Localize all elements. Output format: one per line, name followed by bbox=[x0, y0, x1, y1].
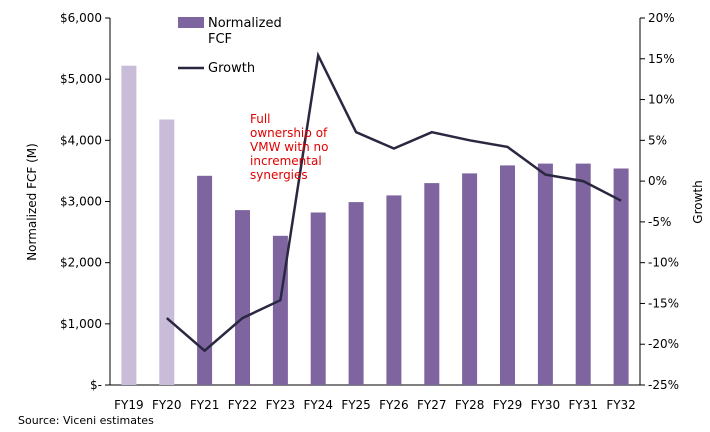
right-tick-label: 5% bbox=[648, 133, 667, 147]
bar-fy22 bbox=[235, 210, 250, 385]
x-tick-label-fy23: FY23 bbox=[266, 398, 296, 412]
left-tick-label: $2,000 bbox=[60, 256, 102, 270]
legend: Normalized FCF Growth bbox=[178, 16, 282, 76]
x-tick-label-fy22: FY22 bbox=[228, 398, 258, 412]
left-tick-label: $5,000 bbox=[60, 72, 102, 86]
annotation-line: incremental bbox=[250, 154, 322, 168]
right-axis-title: Growth bbox=[691, 180, 705, 223]
bar-fy21 bbox=[197, 175, 213, 385]
left-tick-label: $1,000 bbox=[60, 317, 102, 331]
bar-fy24 bbox=[310, 212, 326, 385]
annotation-line: VMW with no bbox=[250, 140, 328, 154]
x-tick-label-fy24: FY24 bbox=[303, 398, 333, 412]
x-tick-label-fy29: FY29 bbox=[493, 398, 523, 412]
bar-fy30 bbox=[537, 163, 553, 385]
right-tick-label: -10% bbox=[648, 256, 679, 270]
bar-fy32 bbox=[613, 168, 629, 385]
growth-line-series bbox=[165, 51, 622, 353]
x-tick-label-fy31: FY31 bbox=[568, 398, 598, 412]
bar-fy29 bbox=[500, 165, 515, 385]
left-tick-label: $- bbox=[90, 378, 102, 392]
annotation-line: Full bbox=[250, 112, 271, 126]
bar-fy20 bbox=[159, 119, 175, 385]
bar-fy19 bbox=[121, 65, 137, 385]
bar-fy28 bbox=[462, 173, 478, 385]
right-tick-label: 20% bbox=[648, 11, 675, 25]
x-tick-label-fy28: FY28 bbox=[455, 398, 485, 412]
x-tick-label-fy20: FY20 bbox=[152, 398, 182, 412]
x-tick-label-fy32: FY32 bbox=[606, 398, 636, 412]
left-axis-title: Normalized FCF (M) bbox=[25, 143, 39, 261]
annotation-line: ownership of bbox=[250, 126, 328, 140]
x-tick-labels: FY19 FY20 FY21 FY22 FY23 FY24 FY25 FY26 FY27 FY28… bbox=[114, 398, 636, 412]
x-tick-label-fy27: FY27 bbox=[417, 398, 447, 412]
bar-fy25 bbox=[348, 202, 364, 385]
right-tick-label: -15% bbox=[648, 296, 679, 310]
right-tick-labels: 20% 15% 10% 5% 0% -5% -10% -15% -20% -25% bbox=[640, 11, 679, 392]
legend-label-growth: Growth bbox=[208, 61, 255, 76]
x-tick-label-fy25: FY25 bbox=[341, 398, 371, 412]
right-tick-label: 10% bbox=[648, 93, 675, 107]
bar-fy27 bbox=[424, 183, 440, 385]
annotation-line: synergies bbox=[250, 168, 308, 182]
bar-fy26 bbox=[386, 195, 402, 385]
left-tick-label: $6,000 bbox=[60, 11, 102, 25]
right-tick-label: -5% bbox=[648, 215, 671, 229]
x-tick-label-fy26: FY26 bbox=[379, 398, 409, 412]
right-tick-label: -20% bbox=[648, 337, 679, 351]
left-tick-labels: $6,000 $5,000 $4,000 $3,000 $2,000 $1,000 $- bbox=[60, 11, 110, 392]
right-tick-label: 15% bbox=[648, 52, 675, 66]
left-tick-label: $3,000 bbox=[60, 195, 102, 209]
bar-fy31 bbox=[575, 163, 591, 385]
right-tick-label: -25% bbox=[648, 378, 679, 392]
legend-label-normalized-fcf: Normalized FCF bbox=[208, 16, 282, 47]
x-tick-label-fy21: FY21 bbox=[190, 398, 220, 412]
left-tick-label: $4,000 bbox=[60, 133, 102, 147]
bar-series bbox=[121, 65, 629, 385]
x-tick-label-fy19: FY19 bbox=[114, 398, 144, 412]
right-tick-label: 0% bbox=[648, 174, 667, 188]
source-note: Source: Viceni estimates bbox=[18, 414, 154, 427]
x-tick-label-fy30: FY30 bbox=[531, 398, 561, 412]
legend-bar-swatch bbox=[178, 17, 204, 28]
